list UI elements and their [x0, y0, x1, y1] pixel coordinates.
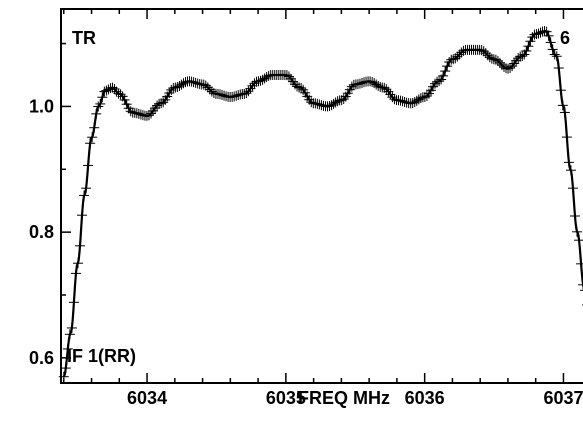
x-tick-labels: 6034 6035 6036 6037 — [127, 388, 583, 408]
plot-frame — [60, 8, 583, 384]
plot-area — [58, 8, 583, 384]
data-marker — [578, 279, 583, 290]
data-markers — [58, 26, 583, 382]
data-line — [62, 29, 583, 378]
annotation-top-left: TR — [72, 28, 96, 48]
x-tick-label: 6037 — [543, 388, 583, 408]
y-tick-label: 0.6 — [29, 348, 54, 368]
y-tick-label: 0.8 — [29, 222, 54, 242]
x-axis-title: FREQ MHz — [298, 388, 390, 408]
x-tick-label: 6035 — [266, 388, 306, 408]
x-tick-label: 6034 — [127, 388, 167, 408]
annotation-top-right: 6 — [560, 28, 570, 48]
x-tick-label: 6036 — [405, 388, 445, 408]
axis-ticks — [61, 9, 565, 383]
annotation-bottom-left: IF 1(RR) — [67, 346, 136, 366]
data-marker — [580, 289, 583, 291]
y-tick-labels: 0.6 0.8 1.0 — [29, 96, 54, 367]
y-tick-label: 1.0 — [29, 96, 54, 116]
